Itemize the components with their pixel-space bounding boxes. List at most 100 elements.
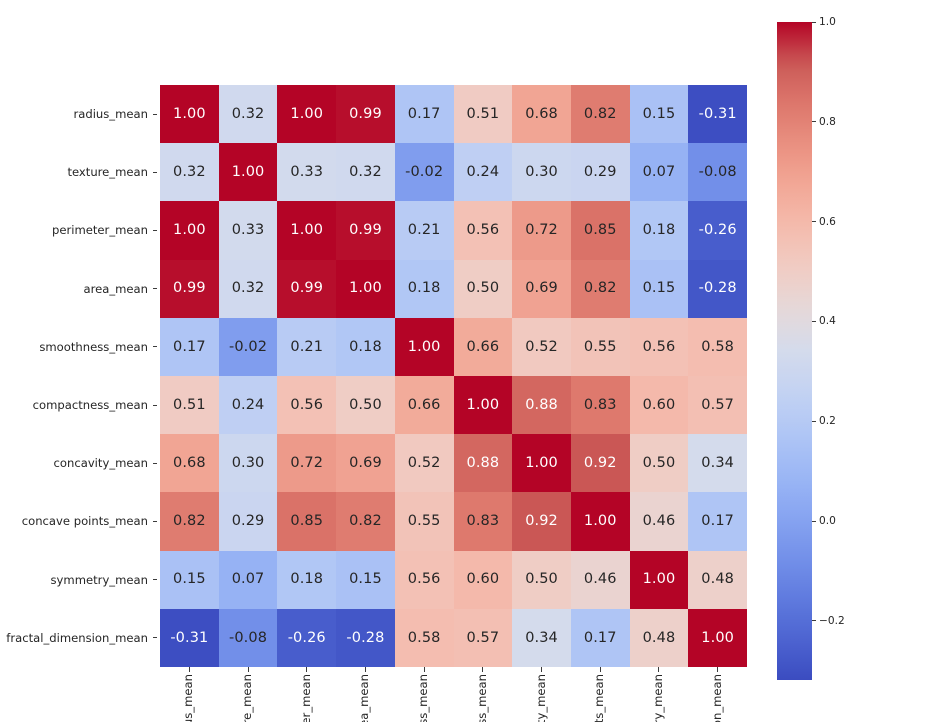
x-axis-tick-label-text: symmetry_mean <box>651 674 665 722</box>
heatmap-cell: 1.00 <box>160 201 219 260</box>
heatmap-cell: 0.82 <box>160 492 219 551</box>
colorbar-tick: 0.2 <box>812 415 836 427</box>
y-axis-tick-mark <box>153 143 160 201</box>
x-axis-tick-label: perimeter_mean <box>277 674 336 722</box>
heatmap-cell: 0.15 <box>160 550 219 609</box>
heatmap-cell: 0.46 <box>570 550 630 609</box>
heatmap-cell: 0.72 <box>277 434 337 493</box>
colorbar-tick: 1.0 <box>812 16 836 28</box>
heatmap-cell: 0.68 <box>512 85 571 144</box>
x-axis-tick-mark <box>454 667 513 674</box>
colorbar-tick: 0.6 <box>812 216 836 228</box>
heatmap-cell: 0.85 <box>277 492 337 551</box>
y-axis-tick-label: area_mean <box>83 281 148 296</box>
x-axis-tick-label-text: compactness_mean <box>475 674 489 722</box>
heatmap-cell: 0.85 <box>570 201 630 260</box>
heatmap-cell: 0.32 <box>218 259 278 318</box>
heatmap-cell: 0.33 <box>218 201 278 260</box>
heatmap-cell: -0.28 <box>688 259 747 318</box>
colorbar-tick-label: 0.4 <box>819 315 836 328</box>
heatmap-cell: 0.56 <box>629 317 689 376</box>
heatmap-cell: 0.33 <box>277 143 337 202</box>
y-axis-tick-label: concavity_mean <box>53 456 148 471</box>
colorbar-tick: 0.4 <box>812 315 836 327</box>
heatmap-cell: 1.00 <box>277 201 337 260</box>
heatmap-cell: 0.24 <box>218 376 278 435</box>
heatmap-cell: 0.57 <box>453 608 513 667</box>
heatmap-cell: 0.99 <box>277 259 337 318</box>
y-axis-ticks <box>153 85 160 667</box>
colorbar-tick-label: 0.0 <box>819 515 836 528</box>
heatmap-cell: 0.52 <box>512 317 571 376</box>
y-axis-tick-mark <box>153 376 160 434</box>
heatmap-cell: 0.48 <box>629 608 689 667</box>
heatmap-cell: 0.18 <box>394 259 454 318</box>
heatmap-cell: 0.46 <box>629 492 689 551</box>
heatmap-cell: 0.29 <box>218 492 278 551</box>
heatmap-cell: 1.00 <box>277 85 337 144</box>
x-axis-tick-label: radius_mean <box>160 674 219 722</box>
y-axis-tick-label: smoothness_mean <box>39 339 148 354</box>
heatmap-grid: 1.00 0.32 1.00 0.99 0.17 0.51 0.68 0.82 0.15 -0.3… <box>160 85 747 667</box>
x-axis-tick-mark <box>219 667 278 674</box>
heatmap-cell: 0.15 <box>336 550 395 609</box>
x-axis-tick-mark <box>277 667 336 674</box>
heatmap-cell: 0.32 <box>160 143 219 202</box>
heatmap-cell: 0.52 <box>394 434 454 493</box>
heatmap-cell: 0.83 <box>570 376 630 435</box>
heatmap-cell: -0.31 <box>688 85 747 144</box>
heatmap-cell: 1.00 <box>394 317 454 376</box>
heatmap-cell: 0.56 <box>277 376 337 435</box>
colorbar-tick-label: 0.8 <box>819 115 836 128</box>
x-axis-tick-label-text: radius_mean <box>181 674 196 722</box>
x-axis-tick-label: compactness_mean <box>454 674 513 722</box>
x-axis-tick-label-text: texture_mean <box>240 674 255 722</box>
heatmap-cell: -0.28 <box>336 608 395 667</box>
heatmap-cell: 0.57 <box>688 376 747 435</box>
heatmap-cell: -0.02 <box>218 317 278 376</box>
x-axis-tick-label-text: concave points_mean <box>592 674 606 722</box>
heatmap-cell: 0.82 <box>570 85 630 144</box>
colorbar-tick-label: 0.6 <box>819 215 836 228</box>
heatmap-cell: 0.51 <box>453 85 513 144</box>
heatmap-cell: 0.34 <box>688 434 747 493</box>
heatmap-cell: 0.18 <box>336 317 395 376</box>
x-axis-tick-mark <box>160 667 219 674</box>
heatmap-cell: 0.55 <box>394 492 454 551</box>
x-axis-ticks <box>160 667 747 674</box>
heatmap-cell: 0.72 <box>512 201 571 260</box>
y-axis-tick-mark <box>153 434 160 492</box>
heatmap-cell: 0.92 <box>570 434 630 493</box>
heatmap-cell: -0.31 <box>160 608 219 667</box>
heatmap-cell: 0.88 <box>453 434 513 493</box>
heatmap-cell: 0.50 <box>453 259 513 318</box>
colorbar-tick: −0.2 <box>812 615 845 627</box>
heatmap-cell: 0.07 <box>629 143 689 202</box>
heatmap-cell: 0.30 <box>218 434 278 493</box>
x-axis-tick-label-text: perimeter_mean <box>299 674 313 722</box>
x-axis-tick-label: fractal_dimension_mean <box>688 674 747 722</box>
y-axis-tick-mark <box>153 260 160 318</box>
heatmap-cell: 0.66 <box>394 376 454 435</box>
heatmap-cell: 0.82 <box>570 259 630 318</box>
heatmap-cell: 0.66 <box>453 317 513 376</box>
heatmap-cell: 0.07 <box>218 550 278 609</box>
y-axis-tick-label: radius_mean <box>73 107 148 122</box>
x-axis-tick-label-text: concavity_mean <box>533 674 548 722</box>
x-axis-tick-mark <box>571 667 630 674</box>
heatmap-cell: 0.21 <box>394 201 454 260</box>
heatmap-cell: 0.51 <box>160 376 219 435</box>
colorbar-gradient <box>777 22 812 680</box>
heatmap-cell: -0.26 <box>688 201 747 260</box>
heatmap-cell: 0.15 <box>629 259 689 318</box>
y-axis-tick-mark <box>153 609 160 667</box>
y-axis-tick-label: symmetry_mean <box>50 572 148 587</box>
heatmap-cell: 0.68 <box>160 434 219 493</box>
heatmap-cell: 0.92 <box>512 492 571 551</box>
x-axis-tick-label: texture_mean <box>219 674 278 722</box>
heatmap-cell: 1.00 <box>570 492 630 551</box>
heatmap-cell: 0.99 <box>336 201 395 260</box>
heatmap-cell: 0.60 <box>629 376 689 435</box>
x-axis-tick-label-text: fractal_dimension_mean <box>710 674 724 722</box>
y-axis-labels: radius_mean texture_mean perimeter_mean are… <box>0 85 152 667</box>
